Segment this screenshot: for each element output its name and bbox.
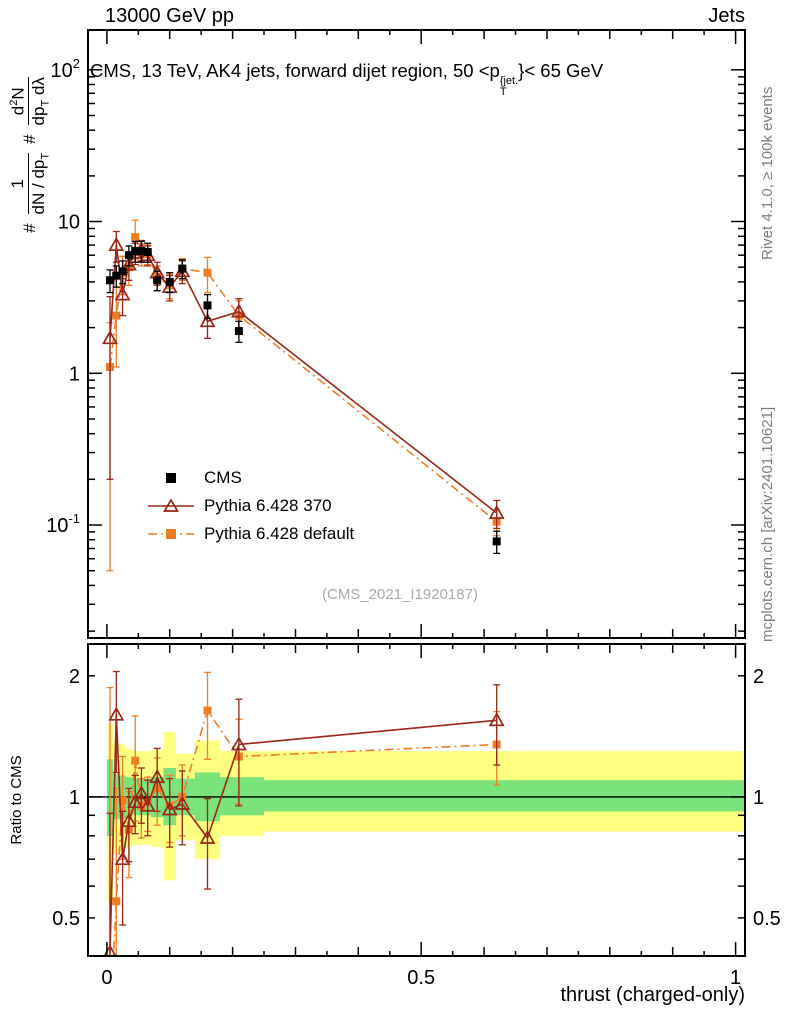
svg-text:10: 10 — [58, 212, 80, 234]
plot-title-sup: {jet. — [499, 75, 519, 87]
d2n-fraction: d2N dpT dλ — [7, 77, 53, 126]
legend-item-pythia-370: Pythia 6.428 370 — [148, 492, 354, 520]
svg-text:2: 2 — [69, 666, 80, 688]
svg-text:10-1: 10-1 — [46, 511, 80, 537]
svg-text:1: 1 — [730, 967, 741, 989]
legend: CMS Pythia 6.428 370 Pythia 6.428 defaul… — [148, 464, 354, 548]
pt-jet-script: {jet. T — [500, 76, 518, 98]
svg-text:0.5: 0.5 — [753, 908, 781, 930]
svg-text:0.5: 0.5 — [407, 967, 435, 989]
x-axis-title: thrust (charged-only) — [560, 984, 745, 1006]
cms-marker-icon — [166, 473, 176, 483]
frac1-denominator: dN / dpT — [27, 152, 52, 215]
mcplots-credit-label: mcplots.cern.ch [arXiv:2401.10621] — [759, 406, 776, 642]
frac2-numerator: d2N — [7, 87, 28, 116]
ratio-y-axis-title: Ratio to CMS — [8, 755, 25, 845]
hash-symbol-2: # — [20, 134, 39, 144]
svg-text:1: 1 — [753, 787, 764, 809]
main-y-axis-title: # 1 dN / dpT # d2N dpT dλ — [7, 24, 53, 286]
analysis-id-watermark: (CMS_2021_I1920187) — [322, 586, 478, 603]
frac2-denominator: dpT dλ — [28, 77, 53, 126]
beam-energy-label: 13000 GeV pp — [105, 5, 234, 27]
legend-label-pythia-default: Pythia 6.428 default — [204, 524, 355, 543]
rivet-version-label: Rivet 4.1.0, ≥ 100k events — [759, 86, 776, 260]
plot-title-post: }< 65 GeV — [518, 60, 604, 81]
pythia-default-marker-icon — [148, 529, 194, 539]
svg-text:0.5: 0.5 — [52, 908, 80, 930]
plot-title-pre: CMS, 13 TeV, AK4 jets, forward dijet reg… — [90, 60, 500, 81]
pythia-370-marker-icon — [148, 498, 194, 512]
legend-item-cms: CMS — [148, 464, 354, 492]
frac1-numerator: 1 — [8, 178, 28, 189]
legend-item-pythia-default: Pythia 6.428 default — [148, 520, 354, 548]
svg-text:102: 102 — [51, 56, 80, 82]
legend-label-cms: CMS — [204, 468, 242, 487]
per-pt-fraction: 1 dN / dpT — [8, 152, 52, 215]
plot-title-sub: T — [499, 86, 507, 98]
legend-label-pythia-370: Pythia 6.428 370 — [204, 496, 332, 515]
hash-symbol-1: # — [20, 223, 39, 233]
svg-text:1: 1 — [69, 787, 80, 809]
svg-text:0: 0 — [101, 967, 112, 989]
svg-text:2: 2 — [753, 666, 764, 688]
analysis-group-label: Jets — [708, 5, 745, 27]
svg-text:1: 1 — [69, 363, 80, 385]
plot-title: CMS, 13 TeV, AK4 jets, forward dijet reg… — [90, 60, 745, 98]
